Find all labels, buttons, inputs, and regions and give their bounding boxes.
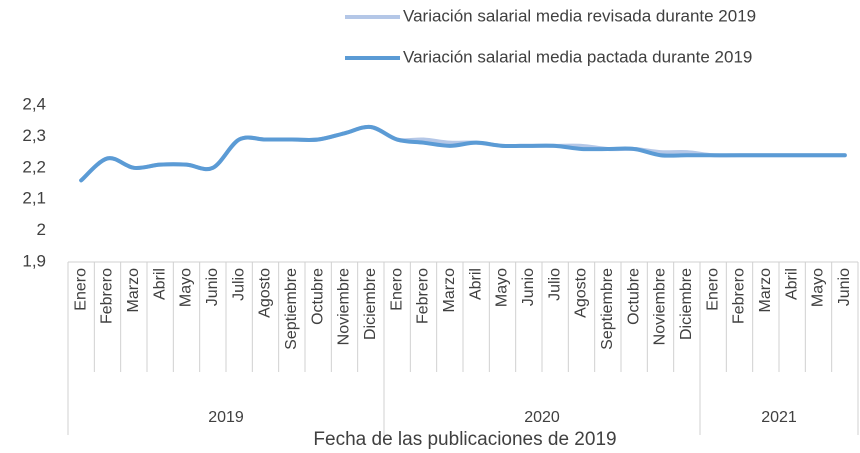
x-tick-label: Enero bbox=[388, 268, 405, 311]
x-tick-label: Febrero bbox=[731, 268, 748, 324]
x-tick-label: Enero bbox=[704, 268, 721, 311]
x-axis-title: Fecha de las publicaciones de 2019 bbox=[313, 429, 616, 450]
x-tick-label: Noviembre bbox=[652, 268, 669, 345]
x-tick-label: Octubre bbox=[309, 268, 326, 325]
y-tick-label: 2,2 bbox=[22, 157, 46, 176]
y-tick-label: 2,4 bbox=[22, 94, 46, 113]
x-tick-label: Junio bbox=[836, 268, 853, 306]
x-group-label: 2019 bbox=[208, 409, 244, 426]
legend-label: Variación salarial media pactada durante… bbox=[403, 47, 752, 66]
x-tick-label: Abril bbox=[467, 268, 484, 300]
x-tick-label: Diciembre bbox=[362, 268, 379, 340]
x-tick-label: Diciembre bbox=[678, 268, 695, 340]
x-group-label: 2021 bbox=[761, 409, 797, 426]
x-tick-label: Junio bbox=[520, 268, 537, 306]
x-tick-label: Agosto bbox=[573, 268, 590, 318]
x-tick-label: Marzo bbox=[125, 268, 142, 313]
x-tick-label: Septiembre bbox=[599, 268, 616, 350]
x-tick-label: Noviembre bbox=[336, 268, 353, 345]
x-tick-label: Mayo bbox=[810, 268, 827, 307]
x-group-label: 2020 bbox=[524, 409, 560, 426]
x-tick-label: Abril bbox=[151, 268, 168, 300]
x-tick-label: Junio bbox=[204, 268, 221, 306]
y-tick-label: 1,9 bbox=[22, 251, 46, 270]
x-tick-label: Febrero bbox=[415, 268, 432, 324]
x-tick-label: Enero bbox=[72, 268, 89, 311]
x-tick-label: Marzo bbox=[757, 268, 774, 313]
x-tick-label: Julio bbox=[546, 268, 563, 301]
x-tick-label: Febrero bbox=[99, 268, 116, 324]
x-tick-label: Septiembre bbox=[283, 268, 300, 350]
x-tick-label: Marzo bbox=[441, 268, 458, 313]
x-tick-label: Mayo bbox=[494, 268, 511, 307]
series-line bbox=[79, 124, 847, 183]
y-tick-label: 2,3 bbox=[22, 126, 46, 145]
x-tick-label: Mayo bbox=[178, 268, 195, 307]
x-tick-label: Octubre bbox=[625, 268, 642, 325]
x-tick-label: Agosto bbox=[257, 268, 274, 318]
y-tick-label: 2,1 bbox=[22, 189, 46, 208]
legend-label: Variación salarial media revisada durant… bbox=[403, 6, 756, 25]
y-tick-label: 2 bbox=[37, 220, 46, 239]
x-tick-label: Abril bbox=[783, 268, 800, 300]
x-tick-label: Julio bbox=[230, 268, 247, 301]
